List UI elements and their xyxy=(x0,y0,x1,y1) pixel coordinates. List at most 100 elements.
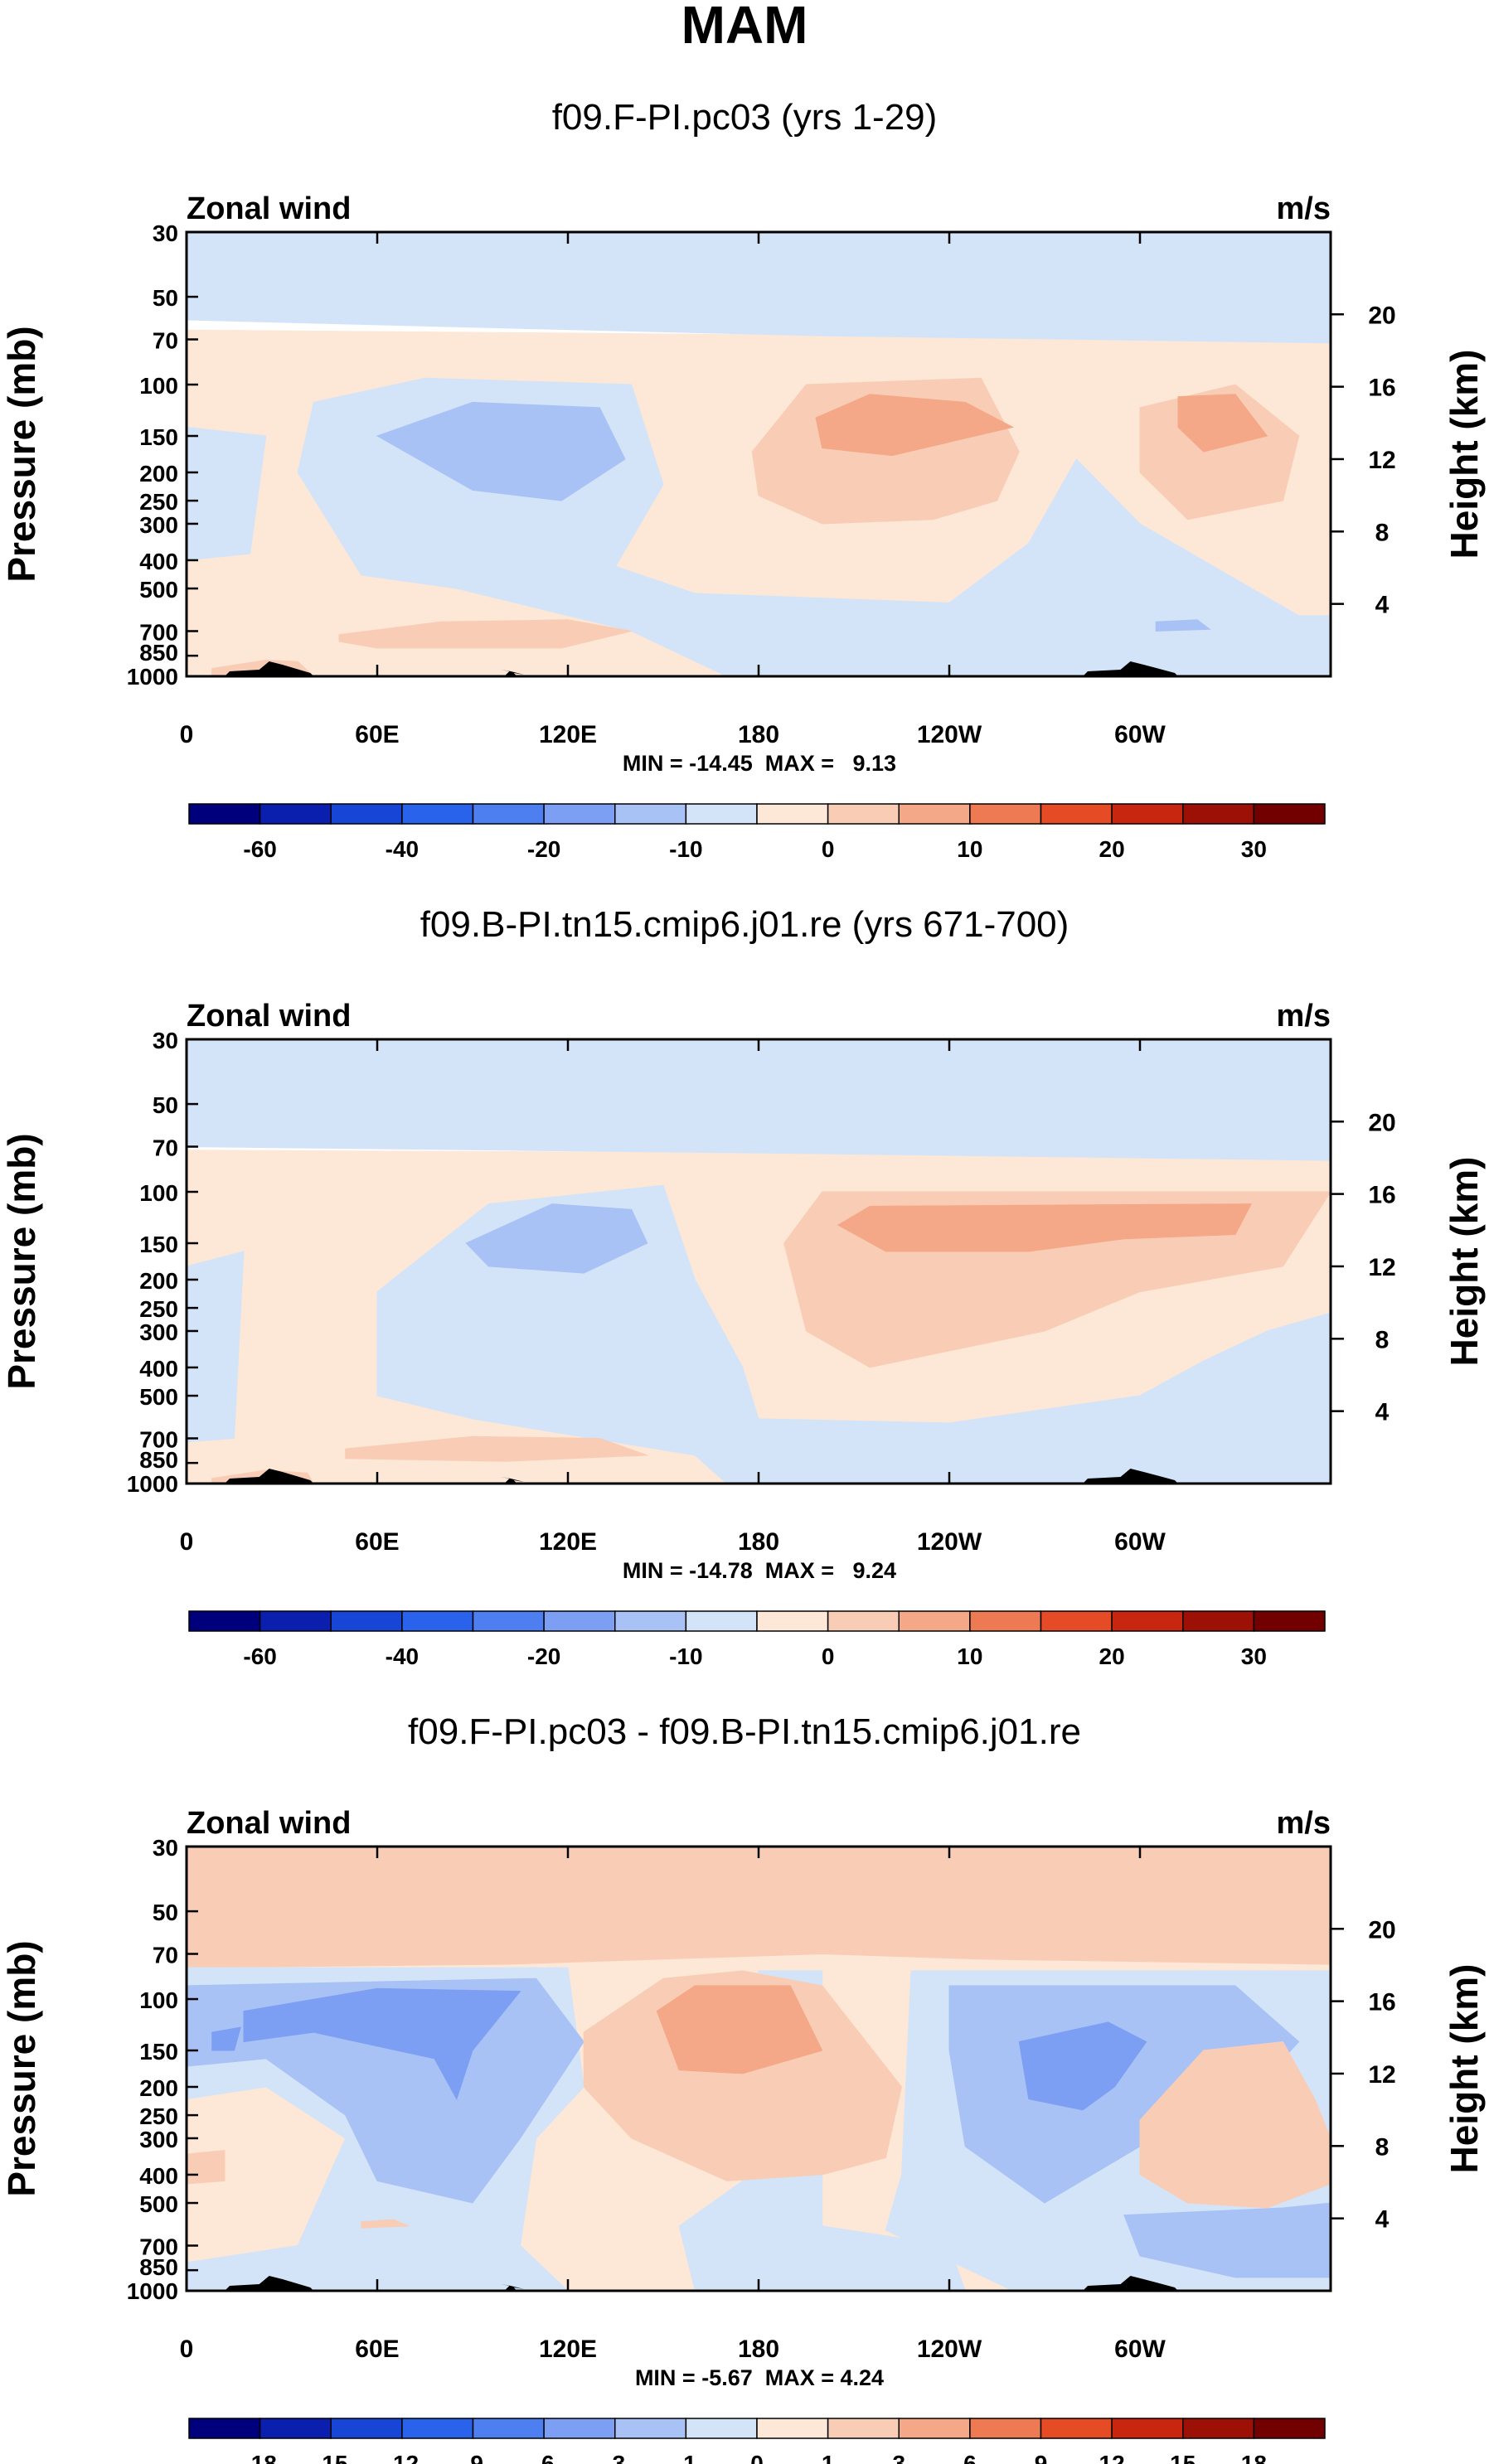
colorbar-box xyxy=(401,2418,474,2439)
pressure-tick-label: 200 xyxy=(139,2075,178,2101)
topography-1 xyxy=(225,661,314,676)
pressure-tick-label: 400 xyxy=(139,2163,178,2189)
colorbar: -18 -15 -12 -9 -6 -3 -1 0 1 3 6 9 12 15 18 xyxy=(188,2418,1326,2464)
x-tick-label: 60W xyxy=(1114,721,1166,748)
height-tick-label: 12 xyxy=(1368,1254,1395,1281)
colorbar-box xyxy=(614,2418,687,2439)
x-tick-label: 0 xyxy=(180,1528,194,1556)
topography-2 xyxy=(501,670,524,676)
colorbar-box xyxy=(259,1610,332,1632)
min-max-text: MIN = -14.45 MAX = 9.13 xyxy=(623,751,896,776)
colorbar-label: 6 xyxy=(963,2451,977,2464)
colorbar-box xyxy=(259,803,332,825)
panel-title: f09.B-PI.tn15.cmip6.j01.re (yrs 671-700) xyxy=(420,904,1069,945)
units-label: m/s xyxy=(1277,191,1331,226)
topography-1 xyxy=(225,2276,314,2291)
x-tick-label: 0 xyxy=(180,2336,194,2363)
colorbar-box xyxy=(401,803,474,825)
colorbar-label: 15 xyxy=(1170,2451,1196,2464)
contour-region-15 xyxy=(187,2149,226,2185)
pressure-tick-label: 100 xyxy=(139,1180,178,1206)
colorbar-label: -10 xyxy=(669,836,702,862)
colorbar-label: 0 xyxy=(822,836,835,862)
y-axis-label-right: Height (km) xyxy=(1443,1964,1486,2174)
x-tick-label: 0 xyxy=(180,721,194,748)
chart-panel-1: f09.F-PI.pc03 (yrs 1-29) Zonal wind m/s 30 5… xyxy=(0,97,1486,862)
chart-panel-3: f09.F-PI.pc03 - f09.B-PI.tn15.cmip6.j01.… xyxy=(0,1711,1486,2464)
colorbar-label: 1 xyxy=(822,2451,835,2464)
colorbar-label: -20 xyxy=(527,1643,560,1669)
y-axis-label-left: Pressure (mb) xyxy=(0,326,43,582)
colorbar-box xyxy=(969,803,1042,825)
pressure-tick-label: 300 xyxy=(139,2127,178,2152)
colorbar-label: -12 xyxy=(386,2451,419,2464)
y-axis-label-right: Height (km) xyxy=(1443,1157,1486,1367)
colorbar-label: -10 xyxy=(669,1643,702,1669)
colorbar-box xyxy=(188,2418,261,2439)
colorbar-box xyxy=(330,803,403,825)
contour-region-4 xyxy=(187,1251,245,1443)
colorbar-label: 30 xyxy=(1241,836,1267,862)
pressure-tick-label: 1000 xyxy=(127,664,178,690)
colorbar-label: 12 xyxy=(1099,2451,1125,2464)
colorbar-box xyxy=(1182,2418,1255,2439)
contour-region-2 xyxy=(187,232,1331,344)
x-tick-label: 120W xyxy=(917,1528,982,1556)
pressure-tick-label: 500 xyxy=(139,1384,178,1410)
height-tick-label: 16 xyxy=(1368,1182,1395,1209)
height-tick-label: 12 xyxy=(1368,447,1395,474)
variable-label: Zonal wind xyxy=(187,191,351,226)
colorbar-box xyxy=(472,2418,545,2439)
x-tick-label: 120E xyxy=(539,2336,597,2363)
colorbar-box xyxy=(614,1610,687,1632)
colorbar-label: -40 xyxy=(386,1643,419,1669)
pressure-tick-label: 50 xyxy=(153,1900,178,1925)
contour-region-4 xyxy=(187,426,267,561)
colorbar-box xyxy=(1253,1610,1326,1632)
panel-title: f09.F-PI.pc03 - f09.B-PI.tn15.cmip6.j01.… xyxy=(408,1711,1081,1752)
colorbar-box xyxy=(1040,1610,1113,1632)
colorbar-box xyxy=(543,1610,616,1632)
colorbar-box xyxy=(685,1610,758,1632)
pressure-tick-label: 150 xyxy=(139,2039,178,2065)
pressure-tick-label: 30 xyxy=(153,220,178,246)
panels: f09.F-PI.pc03 (yrs 1-29)Zonal wind m/s305… xyxy=(0,97,1486,2464)
pressure-tick-label: 200 xyxy=(139,461,178,487)
pressure-tick-label: 150 xyxy=(139,1232,178,1257)
units-label: m/s xyxy=(1277,999,1331,1034)
topography-3 xyxy=(1083,2276,1178,2291)
colorbar-box xyxy=(330,1610,403,1632)
colorbar-box xyxy=(330,2418,403,2439)
contour-region-6 xyxy=(1155,619,1211,632)
y-axis-label-right: Height (km) xyxy=(1443,350,1486,559)
height-tick-label: 12 xyxy=(1368,2061,1395,2089)
topography-2 xyxy=(501,2284,524,2291)
colorbar-box xyxy=(614,803,687,825)
contour-region-9 xyxy=(243,1987,521,2100)
height-tick-label: 16 xyxy=(1368,1989,1395,2016)
contour-region-5 xyxy=(465,1203,648,1274)
colorbar-label: 3 xyxy=(892,2451,905,2464)
x-tick-label: 120W xyxy=(917,721,982,748)
pressure-tick-label: 700 xyxy=(139,1426,178,1452)
pressure-tick-label: 30 xyxy=(153,1835,178,1861)
pressure-tick-label: 850 xyxy=(139,2254,178,2280)
plot-area xyxy=(187,1847,1331,2291)
colorbar-label: 0 xyxy=(750,2451,764,2464)
topography-3 xyxy=(1083,661,1178,676)
colorbar-box xyxy=(1253,803,1326,825)
colorbar-label: -3 xyxy=(604,2451,625,2464)
colorbar: -60 -40 -20 -10 0 10 20 30 xyxy=(188,1610,1326,1669)
colorbar-label: 10 xyxy=(957,836,982,862)
height-tick-label: 20 xyxy=(1368,1916,1395,1944)
contour-region-13 xyxy=(1139,2040,1331,2209)
contour-region-5 xyxy=(376,401,626,501)
pressure-tick-label: 300 xyxy=(139,512,178,538)
colorbar-label: 9 xyxy=(1035,2451,1048,2464)
height-tick-label: 4 xyxy=(1375,2206,1390,2234)
colorbar-box xyxy=(756,803,829,825)
colorbar-label: -6 xyxy=(534,2451,555,2464)
figure-title: MAM xyxy=(681,0,808,55)
height-tick-label: 20 xyxy=(1368,1109,1395,1136)
height-tick-label: 8 xyxy=(1375,1326,1390,1353)
